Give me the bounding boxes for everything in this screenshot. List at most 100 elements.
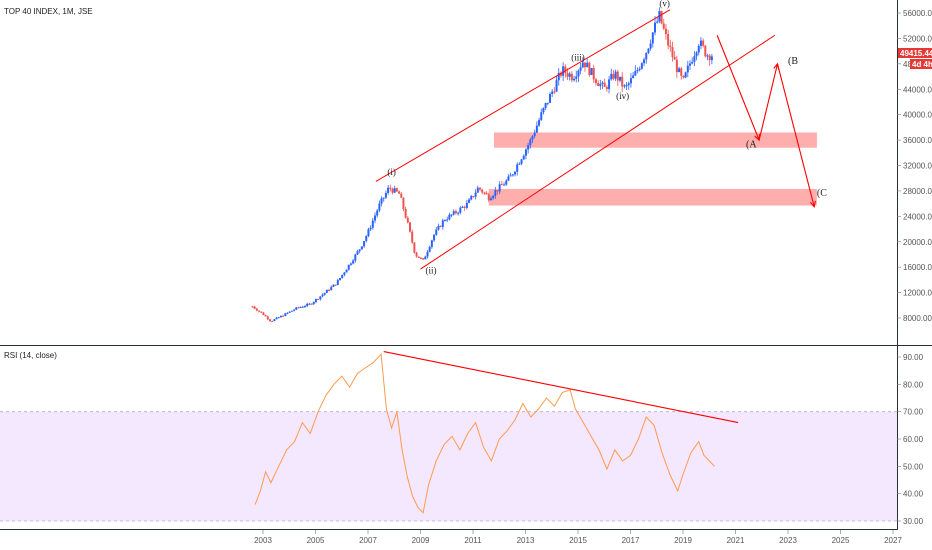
candle-body (378, 203, 381, 211)
candle (695, 51, 698, 61)
candle (286, 312, 289, 315)
candle (341, 274, 344, 279)
candle (489, 196, 492, 201)
candle (299, 306, 302, 308)
candle-body (608, 79, 611, 89)
candle-body (463, 206, 466, 208)
candle-body (498, 184, 501, 192)
candle (470, 194, 473, 201)
candle (485, 191, 488, 195)
candle-body (288, 311, 291, 313)
candle-body (704, 45, 707, 57)
candle-body (446, 219, 449, 221)
candle-body (314, 299, 317, 302)
candle-body (472, 196, 475, 198)
trend-channel[interactable] (375, 9, 776, 270)
projection-segment[interactable] (776, 63, 815, 207)
time-axis[interactable]: 2003 2005 2007 2009 2011 2013 2015 2017 2019 2021… (254, 530, 902, 545)
price-tick-label: 36000.00 (903, 136, 932, 145)
candle (621, 72, 624, 93)
candle-body (306, 303, 309, 307)
candle (295, 306, 298, 311)
projection-segment[interactable] (758, 63, 779, 141)
candle-body (691, 61, 694, 64)
candle-body (369, 227, 372, 230)
candle-body (645, 52, 648, 60)
rsi-trendline[interactable] (383, 350, 739, 424)
candle-body (553, 91, 556, 93)
candle (258, 310, 261, 313)
candle-body (262, 312, 265, 316)
candle-body (476, 187, 479, 193)
abc-projection[interactable]: (A (B (C (716, 35, 827, 209)
candle (586, 58, 589, 68)
candle-body (406, 217, 409, 223)
candle-body (424, 256, 427, 260)
candle-body (557, 72, 560, 81)
rsi-tick-label: 80.00 (903, 380, 924, 389)
candle (632, 71, 635, 79)
rsi-trendline-group[interactable] (383, 350, 739, 424)
candle-body (566, 72, 569, 77)
time-tick-label: 2005 (307, 536, 325, 545)
target-zones (488, 132, 817, 206)
rsi-axis[interactable]: 30.00 40.00 50.00 60.00 70.00 80.00 90.00 (897, 353, 924, 526)
candle (409, 221, 411, 233)
candle (509, 172, 512, 177)
candle-body (317, 299, 320, 301)
target-zone-1[interactable] (494, 132, 817, 148)
candle (369, 225, 372, 232)
projection-segment[interactable] (716, 35, 760, 141)
candle-body (706, 55, 709, 57)
candle-body (356, 251, 359, 255)
candle (678, 66, 681, 73)
candle (448, 212, 451, 221)
candle (465, 199, 468, 210)
candle (612, 69, 615, 81)
candle-body (601, 82, 604, 84)
candle-body (358, 249, 361, 252)
candle-body (304, 306, 306, 308)
candle (251, 305, 254, 308)
candle (660, 10, 663, 25)
wave-label: (iii) (571, 53, 585, 63)
candle-body (686, 65, 689, 73)
wave-label: (v) (659, 0, 670, 9)
candle (479, 187, 481, 192)
price-tick-label: 8000.00 (903, 314, 932, 323)
candle-body (415, 252, 418, 257)
candle (535, 121, 538, 134)
candle-body (347, 264, 350, 270)
candle-body (428, 246, 431, 252)
candle (699, 36, 702, 50)
candle-body (398, 191, 401, 194)
candle (378, 200, 381, 213)
channel-lower-line[interactable] (420, 34, 776, 270)
candle-body (695, 52, 698, 57)
target-zone-2[interactable] (488, 189, 817, 206)
candle-body (603, 82, 606, 87)
candle-body (636, 69, 639, 72)
candle (697, 43, 700, 56)
candle (487, 192, 490, 202)
candle (415, 251, 418, 258)
candle (441, 218, 444, 230)
candle-body (531, 136, 534, 140)
candle-body (266, 316, 269, 320)
candle (647, 48, 650, 54)
candle-body (439, 225, 442, 227)
candle (264, 314, 267, 317)
price-tick-label: 20000.00 (903, 238, 932, 247)
wave-label: (ii) (426, 266, 437, 276)
candle-body (380, 198, 383, 204)
candle-body (275, 317, 278, 320)
candle-body (678, 68, 681, 73)
candle (308, 302, 311, 305)
candle-body (459, 207, 462, 213)
candle-body (479, 187, 481, 190)
candle (380, 196, 383, 207)
candle (706, 53, 709, 61)
channel-upper-line[interactable] (375, 9, 671, 182)
candle (384, 190, 387, 200)
